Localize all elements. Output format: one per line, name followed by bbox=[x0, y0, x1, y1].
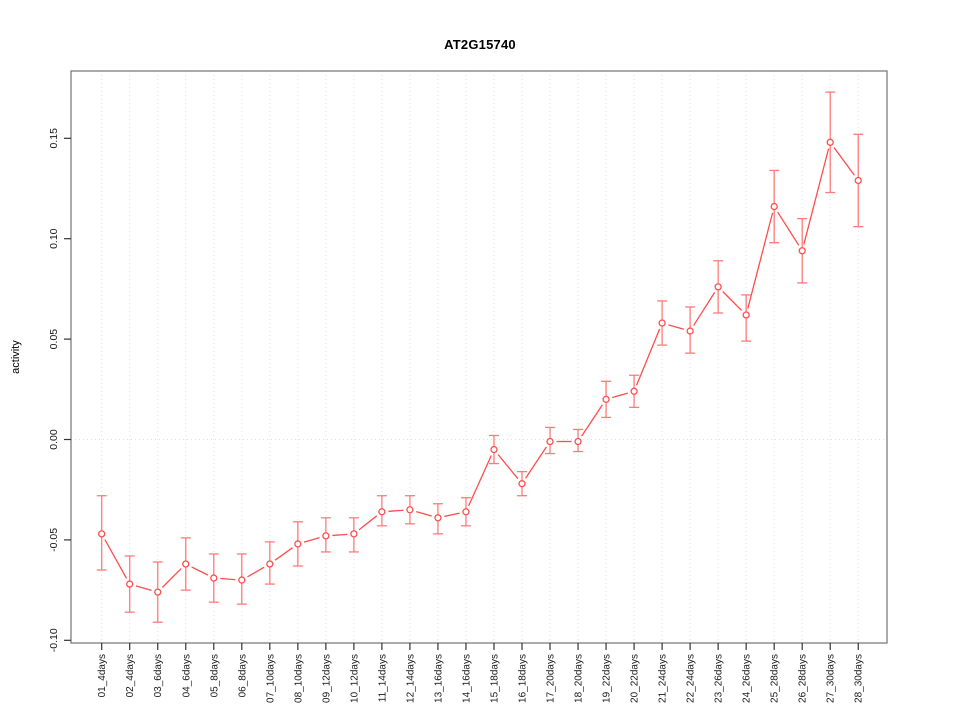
svg-text:-0.05: -0.05 bbox=[48, 528, 60, 552]
error-bars bbox=[96, 91, 864, 623]
svg-text:20_22days: 20_22days bbox=[630, 654, 641, 703]
svg-text:13_16days: 13_16days bbox=[433, 654, 444, 703]
svg-text:23_26days: 23_26days bbox=[714, 654, 725, 703]
svg-text:07_10days: 07_10days bbox=[265, 654, 276, 703]
svg-text:05_8days: 05_8days bbox=[209, 654, 220, 697]
svg-text:02_4days: 02_4days bbox=[125, 654, 136, 697]
series-line bbox=[104, 147, 855, 591]
svg-text:04_6days: 04_6days bbox=[181, 654, 192, 697]
svg-text:03_6days: 03_6days bbox=[153, 654, 164, 697]
y-axis-ticks bbox=[64, 137, 71, 641]
svg-text:18_20days: 18_20days bbox=[574, 654, 585, 703]
svg-text:21_24days: 21_24days bbox=[658, 654, 669, 703]
svg-text:27_30days: 27_30days bbox=[826, 654, 837, 703]
svg-text:08_10days: 08_10days bbox=[293, 654, 304, 703]
plot-border bbox=[70, 70, 888, 644]
svg-text:09_12days: 09_12days bbox=[321, 654, 332, 703]
gridlines bbox=[101, 71, 859, 643]
svg-text:06_8days: 06_8days bbox=[237, 654, 248, 697]
svg-text:17_20days: 17_20days bbox=[546, 654, 557, 703]
y-tick-labels: 0.15 0.10 0.05 0.00 -0.05 -0.10 bbox=[48, 128, 60, 652]
svg-text:11_14days: 11_14days bbox=[377, 654, 388, 702]
svg-text:0.05: 0.05 bbox=[48, 329, 60, 350]
svg-text:26_28days: 26_28days bbox=[798, 654, 809, 703]
svg-text:0.00: 0.00 bbox=[48, 429, 60, 450]
svg-text:0.10: 0.10 bbox=[48, 228, 60, 249]
x-tick-labels: 01_4days 02_4days 03_6days 04_6days 05_8days… bbox=[97, 654, 865, 703]
data-points bbox=[98, 138, 862, 596]
svg-text:12_14days: 12_14days bbox=[405, 654, 416, 703]
svg-text:10_12days: 10_12days bbox=[349, 654, 360, 703]
svg-text:24_26days: 24_26days bbox=[742, 654, 753, 703]
svg-text:-0.10: -0.10 bbox=[48, 628, 60, 652]
svg-text:19_22days: 19_22days bbox=[602, 654, 613, 703]
svg-text:28_30days: 28_30days bbox=[854, 654, 865, 703]
svg-text:22_24days: 22_24days bbox=[686, 654, 697, 703]
x-axis-ticks bbox=[101, 643, 859, 650]
chart-title: AT2G15740 bbox=[444, 37, 516, 52]
svg-text:25_28days: 25_28days bbox=[770, 654, 781, 703]
svg-text:16_18days: 16_18days bbox=[518, 654, 529, 703]
svg-text:15_18days: 15_18days bbox=[489, 654, 500, 703]
svg-text:01_4days: 01_4days bbox=[97, 654, 108, 697]
svg-text:0.15: 0.15 bbox=[48, 128, 60, 149]
svg-text:14_16days: 14_16days bbox=[461, 654, 472, 703]
